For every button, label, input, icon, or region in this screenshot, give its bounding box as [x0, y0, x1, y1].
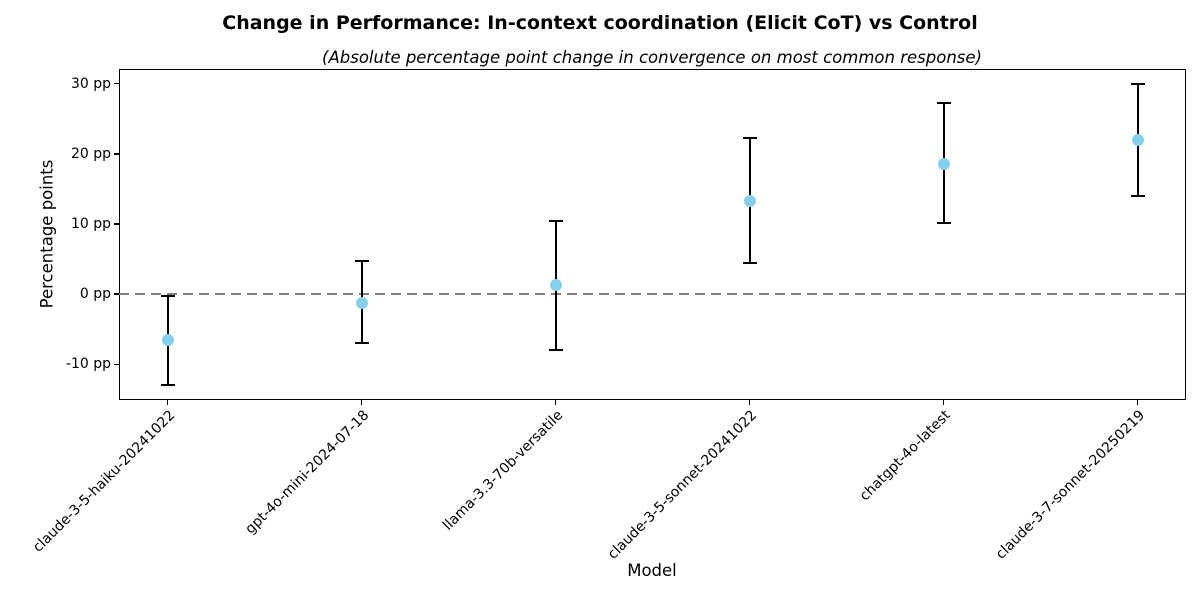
plot-area-frame [119, 69, 1186, 400]
error-bar-cap-bottom [1130, 194, 1145, 197]
data-point-marker [549, 278, 562, 291]
x-tick-mark [166, 400, 169, 405]
x-tick-label: llama-3.3-70b-versatile [439, 407, 567, 534]
x-tick-label: claude-3-5-sonnet-20241022 [604, 407, 761, 563]
error-bar-cap-top [354, 260, 369, 263]
x-tick-label: claude-3-5-haiku-20241022 [29, 407, 179, 556]
data-point-marker [355, 296, 368, 309]
x-tick-label: chatgpt-4o-latest [857, 407, 955, 505]
zero-line [119, 293, 1186, 296]
y-tick-mark [114, 153, 119, 155]
y-tick-label: 10 pp [70, 215, 111, 232]
chart-title: Change in Performance: In-context coordi… [222, 12, 978, 34]
error-bar-cap-top [160, 294, 175, 297]
error-bar-cap-top [936, 101, 951, 104]
error-bar-cap-bottom [354, 342, 369, 345]
y-tick-label: -10 pp [65, 356, 111, 373]
y-axis-label: Percentage points [37, 159, 57, 309]
x-tick-label: claude-3-7-sonnet-20250219 [992, 407, 1149, 563]
y-tick-label: 30 pp [70, 75, 111, 92]
chart-subtitle: (Absolute percentage point change in con… [322, 48, 982, 67]
data-point-marker [161, 333, 174, 346]
x-axis-label: Model [627, 561, 677, 580]
x-tick-mark [1136, 400, 1139, 405]
y-tick-mark [114, 363, 119, 365]
x-tick-mark [554, 400, 557, 405]
y-tick-mark [114, 223, 119, 225]
x-tick-label: gpt-4o-mini-2024-07-18 [242, 407, 373, 538]
data-point-marker [937, 157, 950, 170]
error-bar-cap-top [1130, 83, 1145, 86]
x-tick-mark [942, 400, 945, 405]
error-bar-cap-bottom [548, 348, 563, 351]
error-bar-cap-bottom [742, 261, 757, 264]
error-bar-cap-top [548, 220, 563, 223]
y-tick-mark [114, 293, 119, 295]
data-point-marker [743, 194, 756, 207]
y-tick-mark [114, 83, 119, 85]
error-bar-cap-bottom [936, 222, 951, 225]
error-bar-cap-bottom [160, 383, 175, 386]
data-point-marker [1131, 133, 1144, 146]
y-tick-label: 0 pp [79, 286, 111, 303]
x-tick-mark [360, 400, 363, 405]
y-tick-label: 20 pp [70, 145, 111, 162]
error-bar-cap-top [742, 137, 757, 140]
x-tick-mark [748, 400, 751, 405]
